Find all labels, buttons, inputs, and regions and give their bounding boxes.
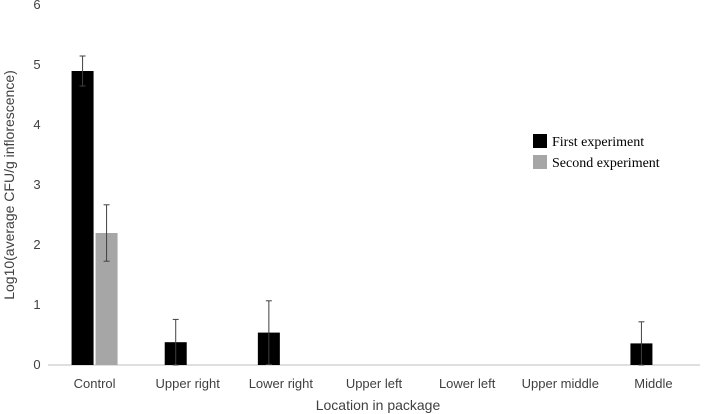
y-tick-label: 0	[33, 357, 40, 372]
legend-label-first-experiment: First experiment	[552, 135, 644, 150]
legend: First experiment Second experiment	[533, 134, 660, 171]
bar-second-experiment-control	[95, 233, 118, 365]
y-axis-title: Log10(average CFU/g inflorescence)	[1, 70, 17, 300]
y-tick-label: 1	[33, 297, 40, 312]
y-tick-label: 2	[33, 237, 40, 252]
legend-swatch-first-experiment	[533, 134, 547, 148]
y-tick-label: 4	[33, 117, 40, 132]
bar-first-experiment-control	[71, 71, 94, 365]
y-tick-label: 3	[33, 177, 40, 192]
x-tick-label: Upper middle	[522, 376, 599, 391]
y-tick-label: 6	[33, 0, 40, 12]
x-tick-label: Lower left	[439, 376, 496, 391]
bars	[71, 71, 653, 365]
x-tick-label: Upper left	[346, 376, 403, 391]
y-tick-label: 5	[33, 57, 40, 72]
legend-label-second-experiment: Second experiment	[552, 156, 660, 171]
x-axis-title: Location in package	[316, 397, 441, 413]
x-tick-label: Upper right	[156, 376, 221, 391]
x-tick-label: Lower right	[249, 376, 314, 391]
x-tick-label: Middle	[634, 376, 672, 391]
y-axis-ticks: 0 1 2 3 4 5 6	[33, 0, 40, 372]
error-bars	[79, 55, 645, 366]
x-axis-ticks: Control Upper right Lower right Upper left L…	[74, 376, 673, 391]
x-tick-label: Control	[74, 376, 116, 391]
legend-swatch-second-experiment	[533, 155, 547, 169]
